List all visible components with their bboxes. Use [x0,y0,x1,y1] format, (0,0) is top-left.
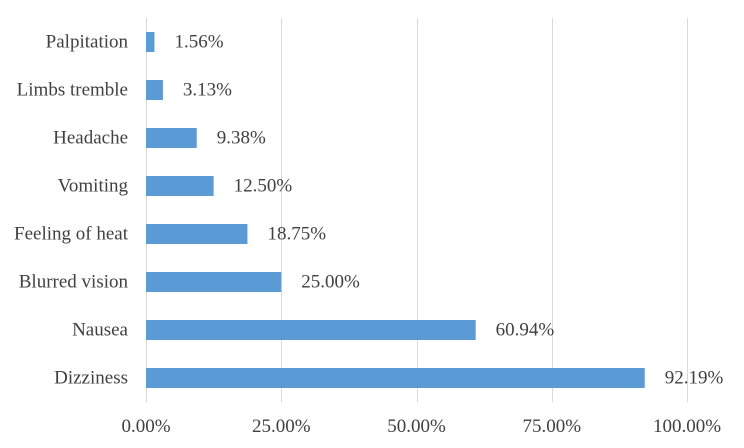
category-label: Headache [53,128,128,149]
bar [146,176,214,196]
x-tick-label: 0.00% [121,416,170,437]
data-label: 92.19% [665,368,724,389]
bar [146,80,163,100]
x-tick-label: 50.00% [387,416,446,437]
data-label: 25.00% [301,272,360,293]
bar [146,224,248,244]
x-tick-label: 25.00% [252,416,311,437]
category-label: Palpitation [46,32,129,53]
data-labels: 92.19% 60.94% 25.00% 18.75% 12.50% 9.38% 3.13%… [174,32,723,389]
bar [146,272,282,292]
category-label: Blurred vision [19,272,129,293]
bar [146,32,155,52]
data-label: 9.38% [217,128,266,149]
bar [146,320,476,340]
data-label: 12.50% [234,176,293,197]
data-label: 3.13% [183,80,232,101]
x-tick-label: 75.00% [522,416,581,437]
category-labels: Dizziness Nausea Blurred vision Feeling of … [14,32,129,389]
x-axis-tick-labels: 0.00% 25.00% 50.00% 75.00% 100.00% [121,416,721,437]
category-label: Limbs tremble [17,80,128,101]
category-label: Dizziness [54,368,128,389]
data-label: 18.75% [267,224,326,245]
data-label: 60.94% [496,320,555,341]
bar [146,128,197,148]
category-label: Nausea [72,320,128,341]
category-label: Vomiting [58,176,129,197]
gridlines [146,18,688,402]
x-tick-label: 100.00% [653,416,721,437]
category-label: Feeling of heat [14,224,129,245]
bars [146,32,645,388]
bar [146,368,645,388]
data-label: 1.56% [174,32,223,53]
